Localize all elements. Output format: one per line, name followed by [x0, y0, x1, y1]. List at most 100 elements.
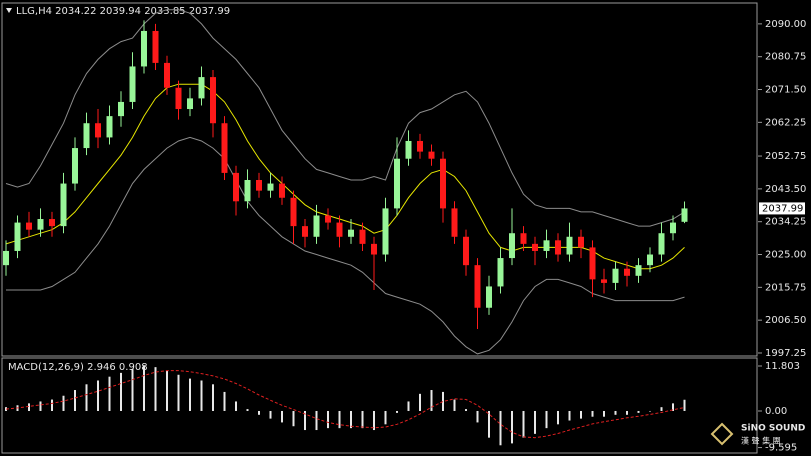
macd-bar — [660, 407, 663, 411]
y-tick-label: 2043.50 — [765, 184, 806, 195]
candle-body — [543, 240, 550, 251]
candle-body — [417, 140, 423, 152]
candle-body — [244, 180, 251, 202]
candle-body — [681, 208, 688, 222]
candle-body — [37, 219, 44, 230]
macd-bar — [143, 365, 145, 411]
macd-bar — [419, 393, 421, 411]
macd-bar — [534, 410, 536, 434]
y-tick-label: 2062.25 — [765, 117, 806, 128]
macd-bar — [384, 410, 387, 425]
macd-bar — [430, 390, 433, 411]
macd-bar — [304, 410, 306, 431]
logo-subtitle: 漢 聲 集 團 — [741, 436, 781, 446]
candle-body — [486, 286, 492, 308]
macd-panel — [1, 357, 758, 454]
candle-body — [670, 222, 676, 234]
candle-body — [152, 30, 159, 63]
candle-body — [509, 233, 515, 259]
macd-bar — [97, 380, 99, 411]
candle-body — [359, 229, 366, 244]
macd-bar — [568, 410, 571, 421]
macd-bar — [85, 384, 88, 411]
macd-bar — [580, 410, 582, 419]
macd-bar — [603, 410, 605, 417]
candle-body — [141, 30, 147, 67]
macd-bar — [200, 380, 203, 411]
macd-bar — [683, 399, 686, 411]
candle-body — [129, 66, 136, 102]
macd-bar — [108, 376, 111, 411]
macd-bar — [131, 369, 134, 411]
candle-body — [95, 123, 101, 138]
candle-body — [463, 236, 469, 266]
macd-bar — [649, 410, 651, 412]
candle-body — [578, 236, 584, 248]
signal-line — [5, 370, 685, 439]
candle-body — [325, 215, 331, 223]
candle-body — [302, 226, 308, 237]
price-panel — [1, 2, 758, 357]
menu-arrow[interactable] — [6, 8, 12, 13]
macd-bar — [223, 391, 226, 411]
macd-bar — [488, 410, 490, 438]
candle-body — [589, 247, 596, 280]
candle-body — [555, 240, 561, 255]
macd-bar — [189, 378, 191, 411]
y-tick-label: 2006.50 — [765, 315, 806, 326]
candle-body — [612, 268, 619, 283]
candle-body — [624, 268, 630, 276]
candle-body — [497, 258, 504, 287]
macd-bar — [545, 410, 548, 429]
chart-title: LLG,H4 2034.22 2039.94 2033.85 2037.99 — [16, 6, 230, 17]
y-tick-label: 2015.75 — [765, 282, 806, 293]
candle-body — [601, 279, 607, 283]
macd-bar — [62, 395, 65, 411]
macd-bar — [476, 410, 479, 423]
price-tag — [759, 202, 805, 215]
candle-body — [60, 183, 67, 227]
candle-body — [175, 87, 182, 110]
candle-body — [313, 215, 320, 237]
macd-bar — [465, 409, 467, 411]
candle-body — [394, 158, 400, 209]
y-tick-label: 0.00 — [765, 406, 787, 417]
macd-title: MACD(12,26,9) 2.946 0.908 — [8, 362, 148, 373]
candle-body — [279, 183, 285, 198]
candle-body — [451, 208, 458, 237]
macd-bar — [407, 401, 410, 411]
candle-body — [290, 197, 297, 227]
y-tick-label: -9.595 — [765, 443, 797, 454]
candle-body — [474, 265, 481, 308]
y-tick-label: 1997.25 — [765, 348, 806, 359]
y-tick-label: 2025.00 — [765, 250, 806, 261]
y-tick-label: 2071.50 — [765, 85, 806, 96]
candle-body — [256, 180, 262, 191]
macd-bar — [672, 403, 674, 411]
candle-body — [428, 151, 435, 159]
candle-body — [532, 243, 538, 251]
candle-body — [106, 116, 113, 138]
macd-bar — [637, 410, 640, 413]
candle-body — [566, 236, 573, 255]
candle-body — [233, 172, 239, 202]
logo: SiNO SOUND 漢 聲 集 團 — [710, 422, 805, 446]
macd-bar — [557, 410, 559, 425]
macd-bar — [51, 399, 53, 411]
y-tick-label: 2034.25 — [765, 217, 806, 228]
macd-bar — [511, 410, 513, 444]
macd-bar — [361, 410, 364, 429]
macd-bar — [212, 384, 214, 411]
macd-bar — [292, 410, 295, 427]
candle-body — [635, 265, 642, 276]
logo-icon — [710, 422, 734, 446]
macd-bar — [327, 410, 329, 429]
candle-body — [520, 233, 527, 244]
macd-bar — [154, 367, 157, 411]
candle-body — [371, 243, 377, 255]
macd-bar — [166, 370, 168, 411]
macd-bar — [246, 409, 249, 411]
macd-bar — [614, 410, 617, 415]
macd-bar — [338, 410, 341, 429]
